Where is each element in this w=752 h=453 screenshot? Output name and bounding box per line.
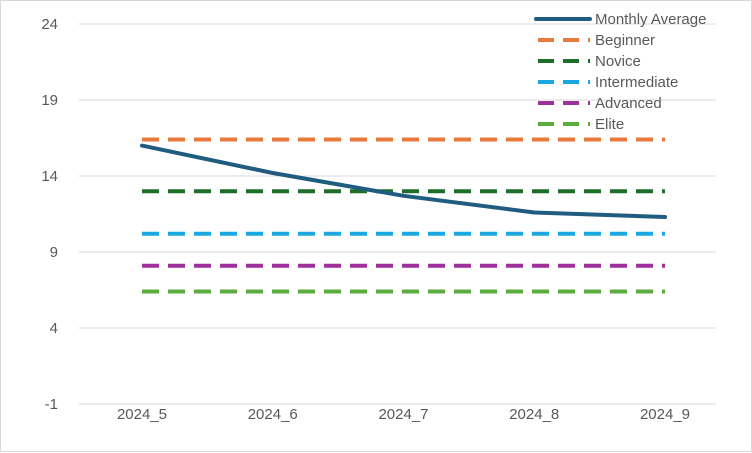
series-line-monthly-average [140,143,667,219]
y-tick-label: 14 [41,168,58,185]
y-tick-label: 24 [41,16,58,33]
y-tick-label: 9 [50,244,58,261]
legend-label: Monthly Average [595,11,706,28]
y-axis-ticks: 24 19 14 9 4 -1 [41,16,58,413]
legend-label: Elite [595,116,624,133]
legend-label: Beginner [595,32,655,49]
legend-item-elite: Elite [538,116,624,133]
legend-item-intermediate: Intermediate [538,74,678,91]
x-tick-label: 2024_6 [248,406,298,423]
x-tick-label: 2024_7 [378,406,428,423]
legend-item-advanced: Advanced [538,95,662,112]
plot-area [140,137,667,294]
legend-label: Novice [595,53,641,70]
x-tick-label: 2024_8 [509,406,559,423]
y-tick-label: 4 [50,320,58,337]
legend-label: Intermediate [595,74,678,91]
legend-item-novice: Novice [538,53,641,70]
legend-item-beginner: Beginner [538,32,655,49]
x-tick-label: 2024_9 [640,406,690,423]
legend: Monthly Average Beginner Novice Intermediat… [534,11,706,133]
gridlines [79,23,716,405]
y-tick-label: -1 [45,396,58,413]
legend-item-monthly-average: Monthly Average [534,11,706,28]
x-axis-ticks: 2024_5 2024_6 2024_7 2024_8 2024_9 [117,406,690,423]
legend-label: Advanced [595,95,662,112]
y-tick-label: 19 [41,92,58,109]
x-tick-label: 2024_5 [117,406,167,423]
